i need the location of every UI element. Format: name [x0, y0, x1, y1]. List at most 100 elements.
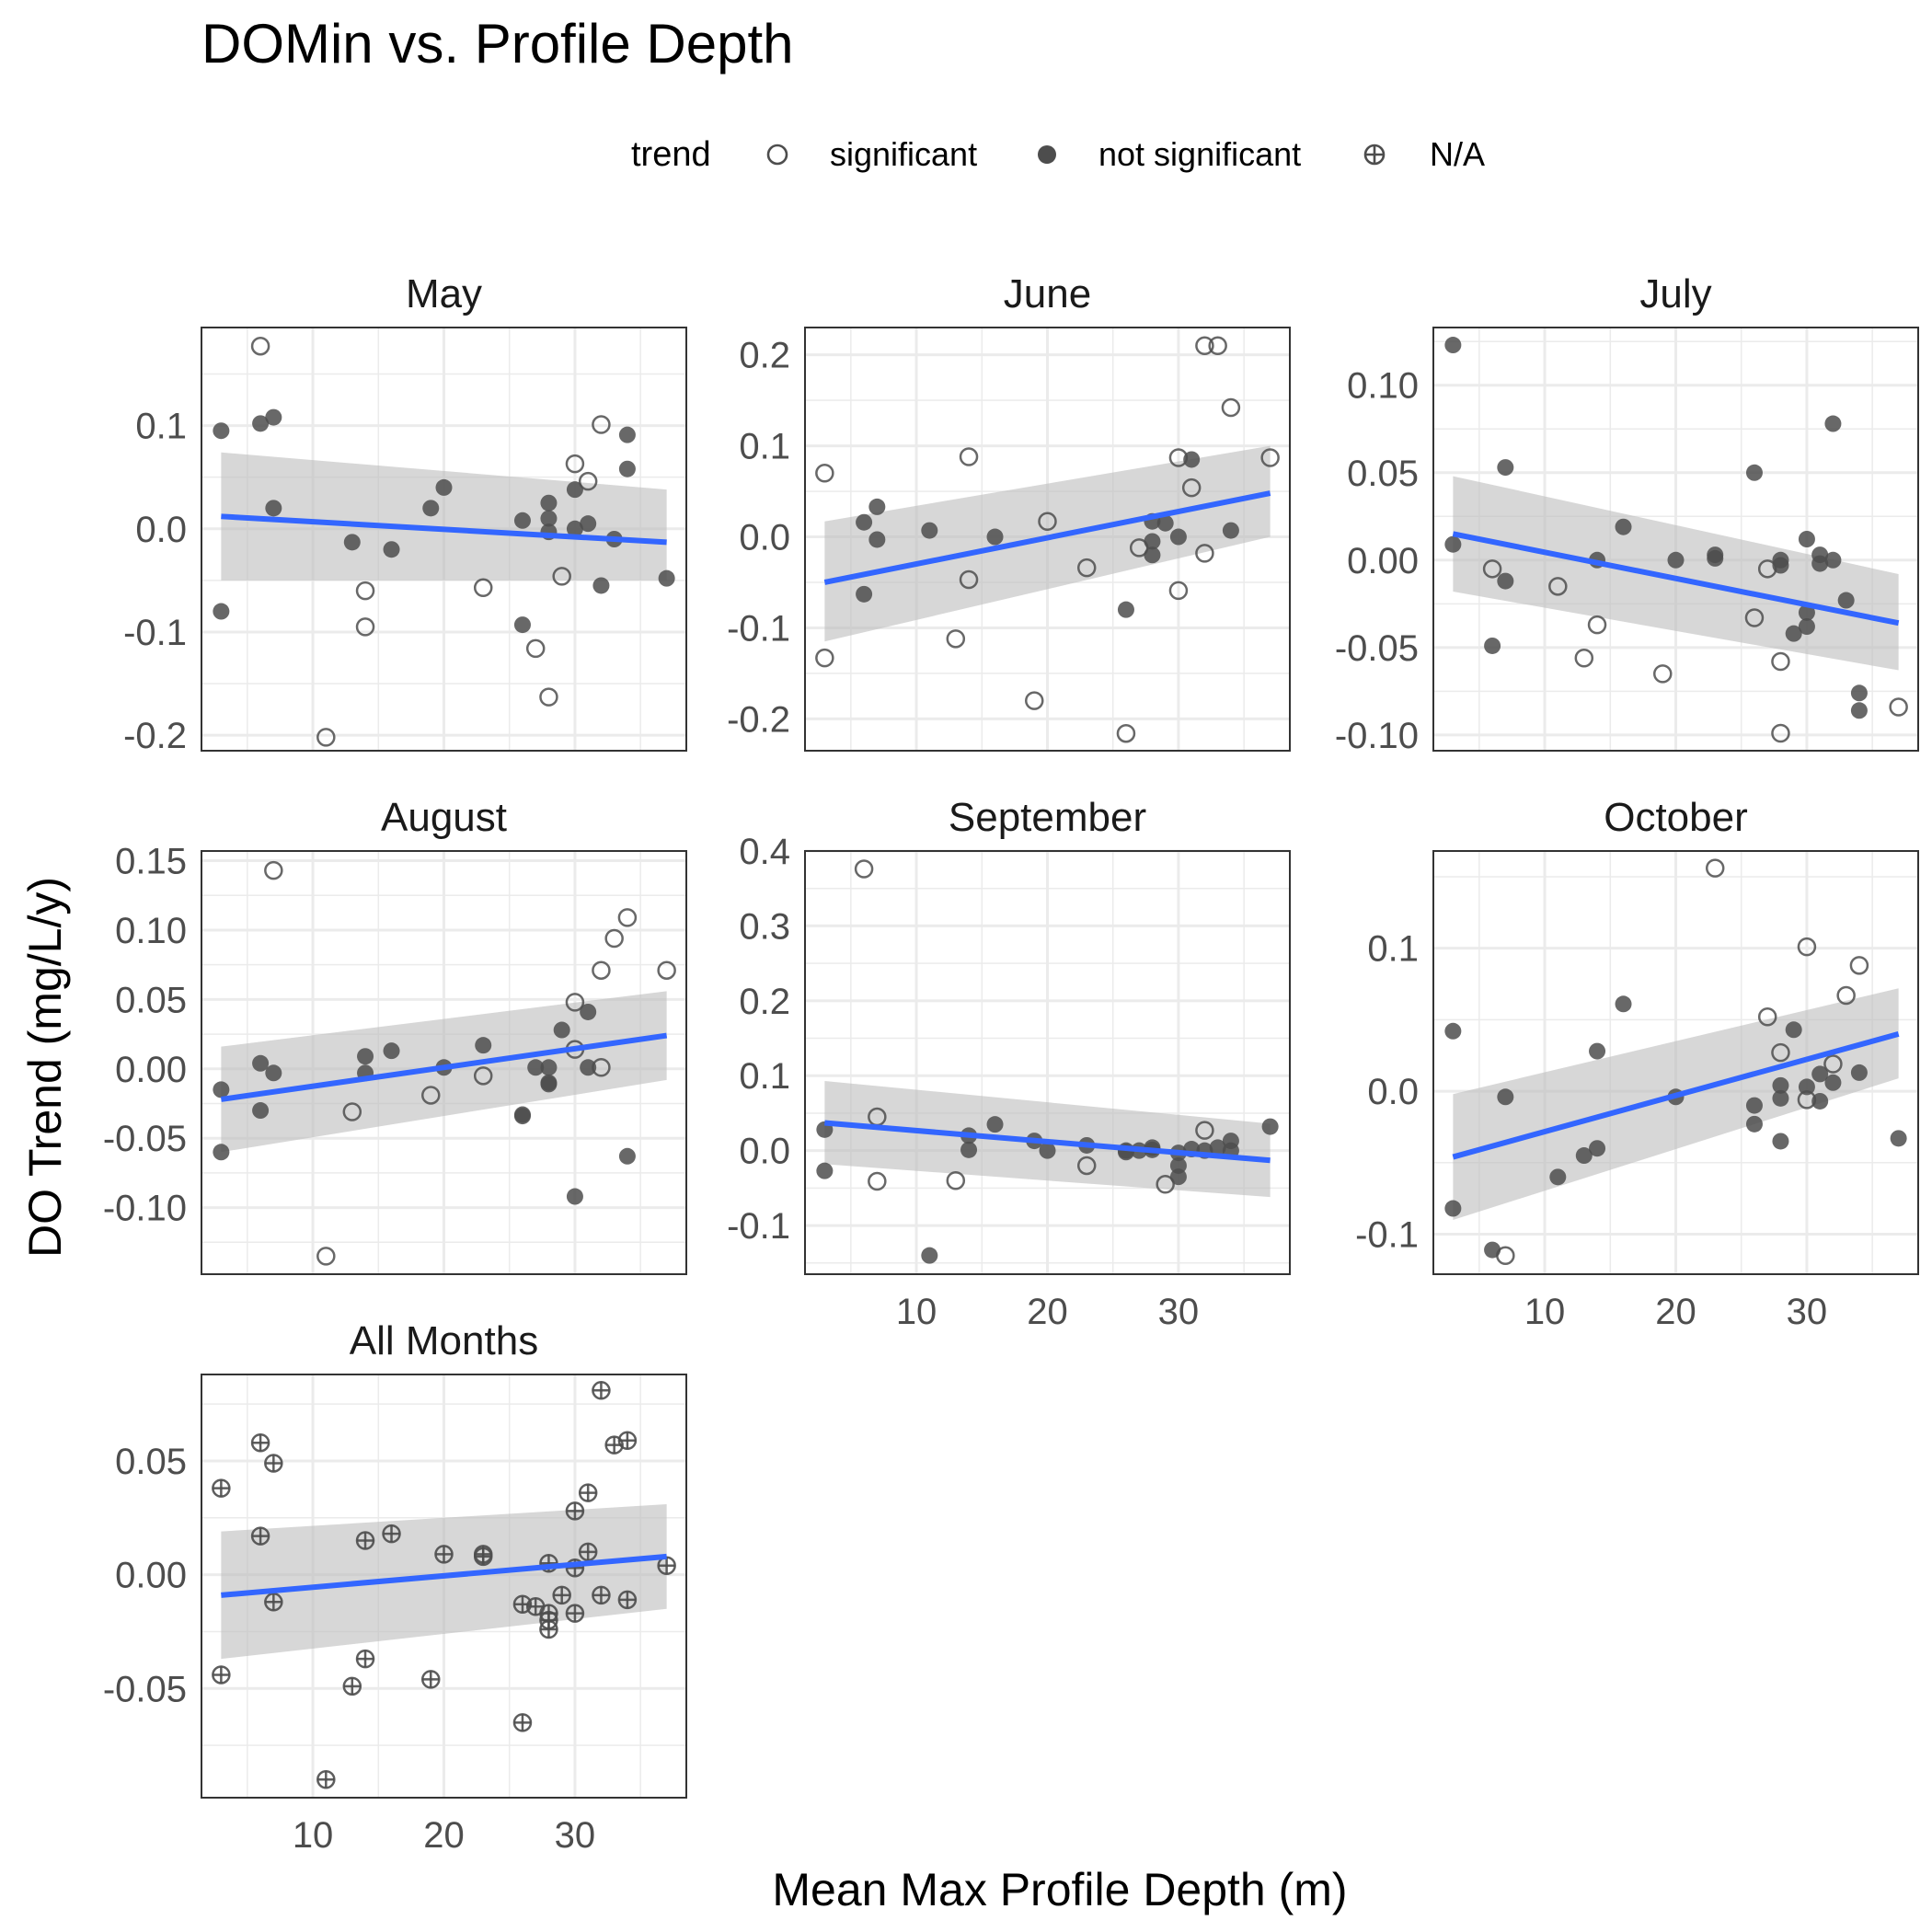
point-not-significant — [1850, 1064, 1868, 1081]
panel-border — [1432, 327, 1919, 752]
point-not-significant — [580, 1059, 597, 1076]
point-not-significant — [1798, 531, 1815, 547]
point-not-significant — [1156, 514, 1174, 532]
point-significant — [1181, 477, 1202, 498]
point-not-significant — [1824, 551, 1842, 569]
point-not-significant — [475, 1037, 492, 1054]
point-significant — [1771, 651, 1790, 672]
point-not-significant — [1745, 1115, 1763, 1133]
point-not-significant — [1772, 1133, 1789, 1150]
point-significant — [473, 1066, 493, 1086]
point-not-significant — [1798, 618, 1815, 636]
point-not-significant — [513, 512, 531, 529]
point-na — [342, 1676, 362, 1696]
y-tick-label: 0.0 — [135, 510, 187, 550]
legend-label-significant: significant — [830, 135, 977, 173]
panel-border — [1432, 850, 1919, 1275]
point-na — [434, 1545, 454, 1564]
point-not-significant — [513, 1108, 531, 1125]
point-not-significant — [856, 585, 873, 603]
point-not-significant — [1811, 1092, 1829, 1110]
point-not-significant — [856, 513, 873, 531]
point-na — [617, 1431, 638, 1450]
point-significant — [1771, 723, 1790, 743]
point-significant — [592, 415, 611, 434]
point-significant — [868, 1171, 887, 1191]
point-not-significant — [868, 498, 886, 515]
point-not-significant — [921, 1247, 938, 1264]
trend-fit-line — [221, 1553, 667, 1598]
point-significant — [1038, 512, 1057, 531]
trend-fit-line — [824, 1120, 1271, 1164]
point-na — [212, 1478, 231, 1498]
panel-title: July — [1639, 271, 1711, 316]
point-na — [212, 1665, 231, 1685]
point-not-significant — [213, 603, 230, 620]
point-na — [264, 1454, 283, 1473]
panel-border — [201, 327, 687, 752]
y-tick-label: 0.15 — [115, 842, 187, 882]
point-not-significant — [1144, 533, 1161, 550]
panel-september: September 0.4 0.3 0.2 0.1 0.0 -0.1 10 20 30 — [727, 795, 1291, 1332]
x-tick-label: 20 — [1655, 1292, 1696, 1332]
panel-border — [201, 1374, 687, 1799]
point-significant — [1757, 1007, 1777, 1027]
point-significant — [959, 447, 979, 466]
point-not-significant — [566, 520, 583, 537]
point-significant — [815, 648, 834, 668]
point-na — [355, 1531, 375, 1550]
point-not-significant — [1772, 1076, 1789, 1094]
point-significant — [1889, 697, 1908, 717]
panel-title: May — [406, 271, 482, 316]
point-significant — [316, 728, 336, 747]
x-tick-label: 20 — [423, 1815, 465, 1856]
y-tick-label: 0.1 — [135, 407, 187, 447]
point-significant — [815, 464, 834, 483]
point-not-significant — [1444, 535, 1462, 553]
point-not-significant — [1785, 625, 1802, 642]
point-na — [565, 1501, 585, 1521]
trend-fit-line — [221, 513, 667, 546]
x-tick-label: 10 — [1524, 1292, 1566, 1332]
legend-title: trend — [631, 135, 711, 174]
point-not-significant — [513, 616, 531, 634]
panel-title: June — [1004, 271, 1091, 316]
legend-key-not-significant-icon — [1038, 145, 1056, 164]
point-not-significant — [1772, 557, 1789, 574]
point-not-significant — [1169, 1168, 1187, 1186]
point-not-significant — [1850, 684, 1868, 702]
x-tick-label: 30 — [1787, 1292, 1828, 1332]
point-not-significant — [1667, 551, 1685, 569]
point-significant — [552, 567, 571, 586]
point-not-significant — [1444, 337, 1462, 354]
y-tick-label: 0.1 — [1367, 929, 1419, 970]
point-not-significant — [580, 1003, 597, 1020]
point-significant — [1208, 336, 1227, 356]
point-significant — [1076, 1156, 1097, 1176]
point-not-significant — [1824, 1074, 1842, 1091]
legend-label-not-significant: not significant — [1098, 135, 1301, 173]
y-tick-label: 0.3 — [739, 906, 790, 947]
y-tick-label: 0.05 — [115, 980, 187, 1020]
point-not-significant — [1589, 1140, 1606, 1157]
point-not-significant — [540, 494, 558, 512]
point-significant — [1025, 691, 1044, 710]
point-not-significant — [868, 531, 886, 548]
point-not-significant — [1811, 555, 1829, 572]
point-not-significant — [1575, 1147, 1593, 1165]
y-tick-label: 0.05 — [115, 1442, 187, 1482]
point-not-significant — [1589, 1042, 1606, 1060]
point-significant — [1076, 558, 1097, 578]
panel-title: October — [1604, 795, 1748, 840]
point-na — [316, 1769, 336, 1789]
point-not-significant — [986, 528, 1004, 546]
point-significant — [1744, 608, 1765, 627]
point-significant — [1195, 1121, 1214, 1140]
point-na — [421, 1670, 441, 1689]
y-tick-label: -0.1 — [1355, 1214, 1419, 1255]
point-not-significant — [1850, 702, 1868, 719]
point-not-significant — [1222, 522, 1239, 539]
y-axis-label: DO Trend (mg/L/y) — [19, 877, 71, 1258]
panel-october: October 0.1 0.0 -0.1 10 20 30 — [1355, 795, 1919, 1332]
